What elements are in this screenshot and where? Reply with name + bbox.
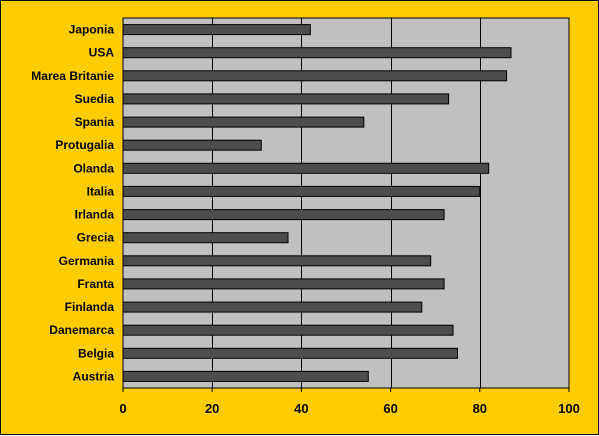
bar [122,232,289,244]
category-label: Olanda [73,161,114,175]
bar [122,209,445,221]
bar [122,139,262,151]
bar [122,278,445,290]
bar [122,70,508,82]
category-label: Spania [75,115,115,129]
bar [122,301,423,313]
bars [122,24,512,382]
category-label: Germania [59,254,115,268]
x-tick-label: 100 [558,401,580,416]
category-labels: Japonia USA Marea Britanie Suedia Spania Prot… [31,23,114,384]
category-label: Grecia [77,231,115,245]
x-tick-label: 20 [205,401,219,416]
bar [122,47,512,59]
bar [122,255,432,267]
bar [122,116,365,128]
x-tick-label: 80 [473,401,487,416]
category-label: Belgia [78,346,114,360]
bar [122,162,490,174]
category-label: Japonia [69,23,115,37]
category-label: Austria [73,369,115,383]
bar [122,347,458,359]
category-label: Protugalia [55,138,114,152]
x-axis-tick-labels: 0 20 40 60 80 100 [119,388,580,416]
x-tick-label: 60 [383,401,397,416]
bar [122,93,450,105]
category-label: USA [89,46,115,60]
bar [122,24,311,36]
x-tick-label: 40 [294,401,308,416]
category-label: Franta [77,277,114,291]
x-tick-label: 0 [119,401,126,416]
category-label: Marea Britanie [31,69,114,83]
category-label: Finlanda [65,300,115,314]
bar [122,185,481,197]
category-label: Irlanda [75,208,115,222]
category-label: Suedia [75,92,115,106]
category-label: Italia [87,184,115,198]
category-label: Danemarca [49,323,114,337]
bar [122,370,369,382]
bar [122,324,454,336]
